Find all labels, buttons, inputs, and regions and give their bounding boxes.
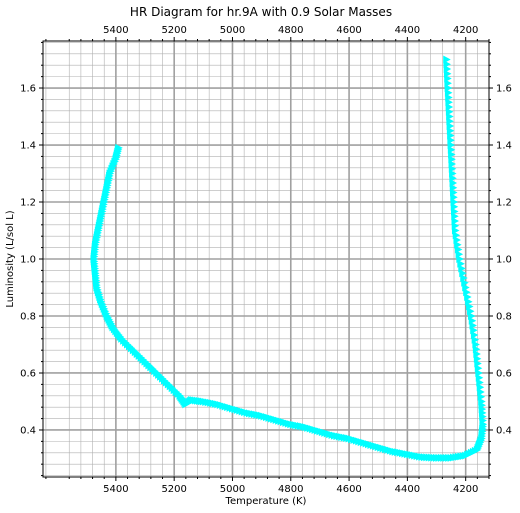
data-point [471, 335, 480, 344]
y-tick-label-right: 0.6 [496, 368, 512, 379]
y-tick-label-right: 1.0 [496, 255, 512, 266]
y-tick-label-left: 0.6 [20, 368, 36, 379]
data-point [461, 278, 469, 287]
ticks: 5400 5400 5200 5200 5000 5000 4800 4800 4600 4600… [20, 25, 512, 495]
x-tick-label-top: 4600 [336, 25, 361, 36]
data-point [462, 283, 470, 292]
data-point [456, 255, 464, 263]
x-tick-label-bottom: 4800 [278, 484, 303, 495]
data-point [477, 392, 486, 401]
data-point [464, 292, 472, 301]
x-axis-label: Temperature (K) [225, 496, 307, 507]
x-tick-label-bottom: 5200 [161, 484, 186, 495]
y-tick-label-left: 1.0 [20, 255, 36, 266]
x-tick-label-bottom: 4600 [336, 484, 361, 495]
data-point [476, 383, 485, 392]
data-point [454, 240, 462, 249]
x-tick-label-bottom: 5400 [103, 484, 128, 495]
data-point [475, 373, 484, 382]
data-point [475, 368, 483, 377]
data-point [473, 349, 481, 358]
x-tick-label-bottom: 5000 [220, 484, 245, 495]
data-point [467, 307, 475, 316]
y-axis-label: Luminosity (L/sol L) [5, 210, 16, 307]
data-point [463, 288, 471, 297]
x-tick-label-top: 5000 [220, 25, 245, 36]
data-point [452, 231, 461, 240]
x-tick-label-top: 4400 [395, 25, 420, 36]
y-tick-label-right: 0.4 [496, 425, 512, 436]
x-tick-label-top: 4800 [278, 25, 303, 36]
y-tick-label-right: 1.2 [496, 198, 512, 209]
data-point [455, 250, 464, 259]
data-point [468, 311, 476, 320]
data-point [459, 269, 467, 278]
y-tick-label-right: 0.8 [496, 311, 512, 322]
y-tick-label-left: 0.8 [20, 311, 36, 322]
data-point [470, 330, 479, 339]
y-tick-label-left: 1.4 [20, 141, 36, 152]
y-tick-label-left: 0.4 [20, 425, 36, 436]
chart-title: HR Diagram for hr.9A with 0.9 Solar Mass… [130, 5, 392, 19]
y-tick-label-left: 1.2 [20, 198, 36, 209]
x-tick-label-top: 4200 [453, 25, 478, 36]
data-point [470, 326, 478, 335]
data-point [453, 236, 461, 245]
x-tick-label-top: 5200 [161, 25, 186, 36]
y-tick-label-right: 1.6 [496, 84, 512, 95]
data-point [454, 245, 463, 254]
data-point [465, 297, 473, 306]
x-tick-label-bottom: 4200 [453, 484, 478, 495]
data-point [466, 302, 474, 311]
data-point [468, 316, 477, 325]
x-tick-label-top: 5400 [103, 25, 128, 36]
data-point [474, 359, 482, 368]
x-tick-label-bottom: 4400 [395, 484, 420, 495]
data-point [476, 378, 484, 387]
y-tick-label-left: 1.6 [20, 84, 36, 95]
data-point [472, 345, 481, 354]
data-point [469, 321, 477, 330]
data-point [472, 340, 480, 349]
data-point [474, 364, 483, 373]
y-tick-label-right: 1.4 [496, 141, 512, 152]
data-point [477, 387, 485, 396]
grid [43, 41, 490, 477]
data-point [443, 55, 451, 64]
data-point [457, 259, 465, 268]
data-point [473, 354, 482, 363]
data-point [458, 264, 466, 273]
data-point [478, 397, 486, 406]
data-points [90, 55, 488, 462]
data-point [460, 273, 468, 282]
